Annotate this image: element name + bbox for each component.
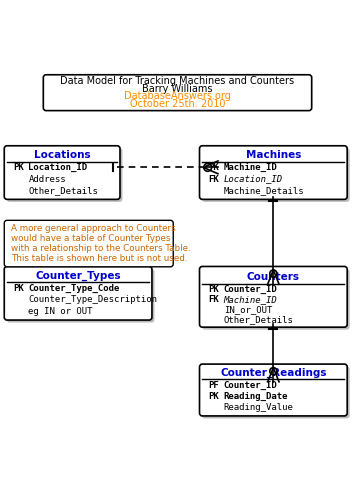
FancyBboxPatch shape bbox=[4, 146, 120, 199]
Text: Machine_Details: Machine_Details bbox=[224, 186, 304, 195]
Text: Counter_Types: Counter_Types bbox=[35, 271, 121, 281]
FancyBboxPatch shape bbox=[200, 364, 347, 416]
Text: Location_ID: Location_ID bbox=[28, 163, 88, 172]
FancyBboxPatch shape bbox=[43, 75, 312, 111]
FancyBboxPatch shape bbox=[7, 269, 154, 322]
FancyBboxPatch shape bbox=[4, 266, 152, 320]
FancyBboxPatch shape bbox=[202, 269, 350, 330]
FancyBboxPatch shape bbox=[202, 148, 350, 202]
Text: PK: PK bbox=[208, 392, 219, 401]
Text: FK: FK bbox=[208, 295, 219, 304]
Text: October 25th. 2010: October 25th. 2010 bbox=[130, 99, 225, 109]
Text: Counter_Type_Description: Counter_Type_Description bbox=[28, 295, 157, 304]
Circle shape bbox=[204, 164, 212, 171]
Text: PK: PK bbox=[208, 163, 219, 172]
Text: Machine_ID: Machine_ID bbox=[224, 295, 277, 304]
Text: PK: PK bbox=[13, 163, 23, 172]
Text: FK: FK bbox=[208, 175, 219, 184]
Text: Other_Details: Other_Details bbox=[28, 186, 98, 195]
FancyBboxPatch shape bbox=[7, 148, 122, 202]
Text: Reading_Date: Reading_Date bbox=[224, 392, 288, 401]
FancyBboxPatch shape bbox=[200, 266, 347, 327]
Text: Counter_Type_Code: Counter_Type_Code bbox=[28, 284, 120, 293]
Text: Barry Williams: Barry Williams bbox=[142, 84, 213, 94]
Text: would have a table of Counter Types: would have a table of Counter Types bbox=[11, 234, 171, 243]
Text: eg IN or OUT: eg IN or OUT bbox=[28, 307, 93, 316]
Text: Location_ID: Location_ID bbox=[224, 175, 283, 184]
Text: Counter_ID: Counter_ID bbox=[224, 285, 277, 294]
Text: Counters: Counters bbox=[247, 272, 300, 282]
Text: IN_or_OUT: IN_or_OUT bbox=[224, 305, 272, 314]
Text: A more general approach to Counters: A more general approach to Counters bbox=[11, 224, 176, 233]
Text: Machine_ID: Machine_ID bbox=[224, 163, 277, 172]
Circle shape bbox=[270, 270, 277, 277]
Text: Locations: Locations bbox=[34, 150, 91, 160]
Circle shape bbox=[270, 368, 277, 375]
Text: Data Model for Tracking Machines and Counters: Data Model for Tracking Machines and Cou… bbox=[60, 76, 295, 86]
Text: DatabaseAnswers.org: DatabaseAnswers.org bbox=[124, 91, 231, 102]
Text: Address: Address bbox=[28, 175, 66, 184]
Text: Counter_Readings: Counter_Readings bbox=[220, 368, 327, 378]
Text: with a relationship to the Counters Table.: with a relationship to the Counters Tabl… bbox=[11, 244, 191, 253]
Text: This table is shown here but is not used.: This table is shown here but is not used… bbox=[11, 254, 188, 263]
Text: Other_Details: Other_Details bbox=[224, 315, 294, 324]
Text: Reading_Value: Reading_Value bbox=[224, 403, 294, 412]
FancyBboxPatch shape bbox=[200, 146, 347, 199]
FancyBboxPatch shape bbox=[202, 367, 350, 419]
Text: PK: PK bbox=[208, 285, 219, 294]
Text: PK: PK bbox=[13, 284, 23, 293]
Text: Machines: Machines bbox=[246, 150, 301, 160]
Text: PF: PF bbox=[208, 380, 219, 389]
FancyBboxPatch shape bbox=[4, 220, 173, 267]
Text: Counter_ID: Counter_ID bbox=[224, 380, 277, 389]
